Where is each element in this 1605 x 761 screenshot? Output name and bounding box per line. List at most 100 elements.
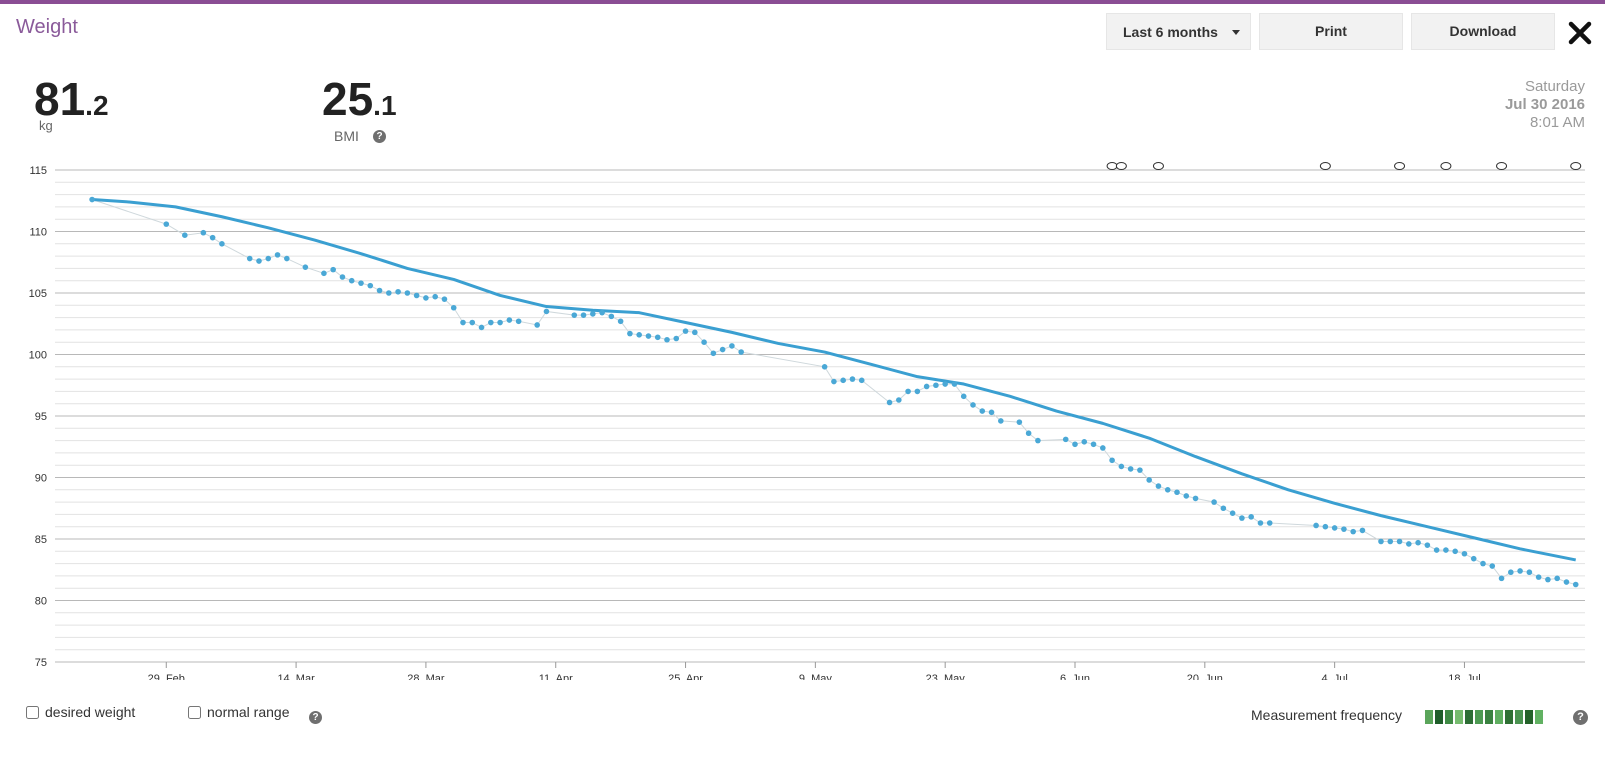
frequency-cell (1425, 710, 1433, 724)
y-tick-label: 100 (29, 350, 47, 362)
time-range-select[interactable]: Last 6 months (1106, 13, 1251, 50)
data-point (840, 377, 846, 384)
data-point (1461, 550, 1468, 557)
chevron-down-icon (1232, 30, 1240, 35)
frequency-help-icon[interactable]: ? (1573, 710, 1588, 725)
frequency-cell (1525, 710, 1533, 724)
data-point (367, 282, 374, 289)
data-point (1248, 514, 1254, 520)
data-point (933, 382, 939, 389)
page-title: Weight (16, 16, 78, 38)
x-tick-label: 4. Jul (1321, 673, 1347, 680)
frequency-cell (1445, 710, 1453, 724)
data-point (404, 290, 411, 296)
data-point (1266, 520, 1273, 526)
data-point (1072, 441, 1078, 448)
data-point (1517, 568, 1523, 574)
data-point (488, 319, 494, 326)
note-icon (1394, 162, 1406, 170)
data-point (571, 312, 578, 318)
data-point (1415, 539, 1421, 546)
data-point (886, 399, 893, 406)
data-point (395, 288, 401, 295)
x-tick-label: 25. Apr (668, 673, 703, 680)
data-point (636, 332, 642, 338)
note-icon (1496, 162, 1508, 170)
normal-range-toggle[interactable]: normal range (188, 704, 290, 720)
data-point (376, 287, 383, 294)
x-tick-label: 28. Mar (407, 673, 445, 680)
desired-weight-checkbox[interactable] (26, 706, 39, 719)
data-point (1164, 487, 1171, 493)
data-point (1498, 575, 1505, 582)
data-point (590, 311, 596, 317)
data-point (534, 322, 540, 328)
data-point (209, 234, 216, 241)
data-point (1081, 439, 1088, 445)
data-point (849, 376, 856, 382)
measurement-day: Saturday (1524, 78, 1585, 95)
data-point (914, 388, 921, 395)
data-point (1127, 466, 1134, 472)
desired-weight-label: desired weight (45, 704, 136, 720)
frequency-cell (1495, 710, 1503, 724)
data-point (923, 383, 930, 390)
data-point (599, 309, 605, 316)
data-point (1035, 437, 1041, 444)
data-point (1220, 505, 1227, 512)
normal-range-help-icon[interactable]: ? (309, 711, 322, 724)
data-point (1025, 430, 1032, 437)
data-point (441, 296, 448, 302)
weight-int: 81 (34, 73, 86, 125)
print-button[interactable]: Print (1259, 13, 1403, 50)
data-point (1572, 581, 1579, 588)
data-point (738, 349, 744, 355)
data-point (1387, 538, 1394, 545)
data-point (710, 350, 717, 357)
frequency-cell (1455, 710, 1463, 724)
data-point (274, 252, 281, 258)
frequency-cell (1465, 710, 1473, 724)
normal-range-checkbox[interactable] (188, 706, 201, 719)
x-tick-label: 6. Jun (1060, 673, 1090, 680)
data-point (386, 290, 392, 296)
data-point (645, 333, 652, 339)
top-accent-bar (0, 0, 1605, 4)
note-icon (1115, 162, 1127, 170)
data-point (89, 196, 95, 203)
data-point (1452, 548, 1458, 555)
data-point (1480, 560, 1486, 567)
data-point (729, 343, 735, 349)
y-tick-label: 110 (29, 227, 47, 239)
data-point (1378, 538, 1384, 545)
data-point (182, 232, 188, 238)
x-tick-label: 18. Jul (1448, 673, 1480, 680)
weight-decimal: .2 (85, 90, 109, 121)
data-point (348, 277, 355, 284)
x-tick-label: 11. Apr (539, 673, 573, 680)
frequency-cell (1515, 710, 1523, 724)
data-point (896, 397, 902, 403)
data-point (1118, 463, 1125, 470)
weight-value: 81.2 (34, 76, 109, 129)
y-tick-label: 85 (35, 534, 47, 546)
data-point (1229, 510, 1236, 516)
desired-weight-toggle[interactable]: desired weight (26, 704, 135, 720)
data-point (831, 378, 837, 385)
data-point (1313, 522, 1319, 529)
frequency-cell (1535, 710, 1543, 724)
data-point (951, 381, 958, 387)
data-point (1137, 467, 1143, 473)
data-point (265, 255, 272, 262)
data-point (543, 308, 550, 315)
close-icon[interactable] (1566, 14, 1594, 48)
note-icon (1570, 162, 1582, 170)
bmi-help-icon[interactable]: ? (373, 130, 386, 143)
data-point (692, 329, 698, 336)
data-point (1146, 477, 1152, 483)
measurement-time: 8:01 AM (1529, 114, 1585, 131)
data-point (413, 292, 420, 299)
download-button[interactable]: Download (1411, 13, 1555, 50)
data-point (1545, 576, 1551, 583)
data-point (654, 334, 661, 341)
